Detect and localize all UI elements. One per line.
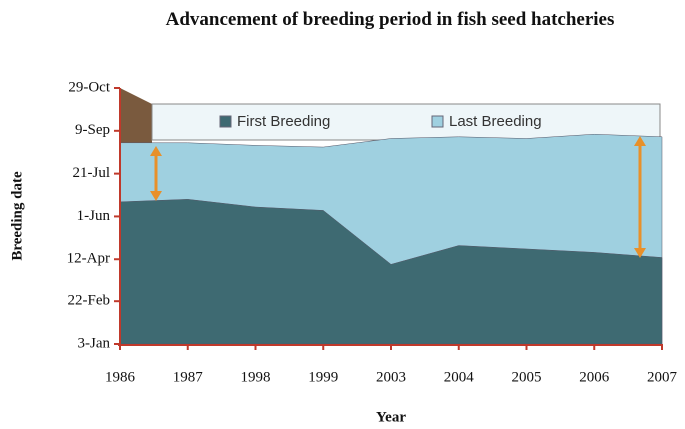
x-tick-label: 1998 <box>241 369 271 385</box>
y-tick-label: 3-Jan <box>78 335 111 351</box>
x-axis-label: Year <box>376 409 406 425</box>
legend-swatch <box>431 115 444 128</box>
x-tick-label: 1987 <box>173 369 204 385</box>
y-tick-label: 21-Jul <box>73 165 111 181</box>
y-tick-label: 22-Feb <box>68 293 111 309</box>
plot <box>119 133 663 345</box>
legend-label: Last Breeding <box>449 113 542 130</box>
legend-label: First Breeding <box>237 113 330 130</box>
y-tick-label: 9-Sep <box>75 122 110 138</box>
x-tick-label: 2005 <box>512 369 542 385</box>
x-tick-label: 2004 <box>444 369 475 385</box>
y-tick-label: 12-Apr <box>67 251 110 267</box>
y-tick-label: 29-Oct <box>68 79 110 95</box>
x-tick-label: 2003 <box>376 369 406 385</box>
x-tick-label: 1999 <box>308 369 338 385</box>
x-tick-label: 2006 <box>579 369 610 385</box>
legend-swatch <box>219 115 232 128</box>
area <box>119 199 663 345</box>
legend-box <box>151 103 661 141</box>
arrow <box>150 136 646 258</box>
x-tick-label: 2007 <box>647 369 678 385</box>
chart-title: Advancement of breeding period in fish s… <box>165 9 615 30</box>
y-axis-label: Breeding date <box>9 171 25 261</box>
y-tick-label: 1-Jun <box>77 208 111 224</box>
x-tick-label: 1986 <box>105 369 136 385</box>
